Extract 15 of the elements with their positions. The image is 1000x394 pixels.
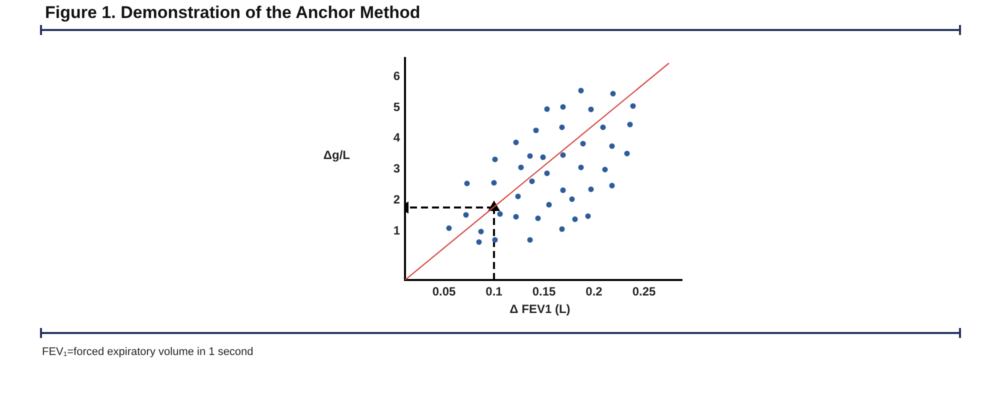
x-tick-label: 0.25 xyxy=(632,284,656,299)
text: FEV₁=forced expiratory volume in 1 second xyxy=(42,346,254,358)
x-axis-title: Δ FEV1 (L) xyxy=(508,302,572,316)
y-tick-label: 4 xyxy=(393,130,400,145)
x-tick-label: 0.05 xyxy=(432,284,456,299)
y-axis-title: Δg/L xyxy=(322,148,350,162)
x-tick-label: 0.1 xyxy=(486,284,503,299)
y-tick-label: 5 xyxy=(393,100,400,114)
x-tick-label: 0.2 xyxy=(586,284,603,299)
y-tick-label: 6 xyxy=(393,69,400,84)
y-tick-label: 2 xyxy=(393,192,400,206)
y-tick-label: 1 xyxy=(393,223,400,238)
x-tick-label: 0.15 xyxy=(532,284,556,299)
text: Figure 1. Demonstration of the Anchor Method xyxy=(45,3,420,23)
y-tick-label: 3 xyxy=(393,162,400,176)
